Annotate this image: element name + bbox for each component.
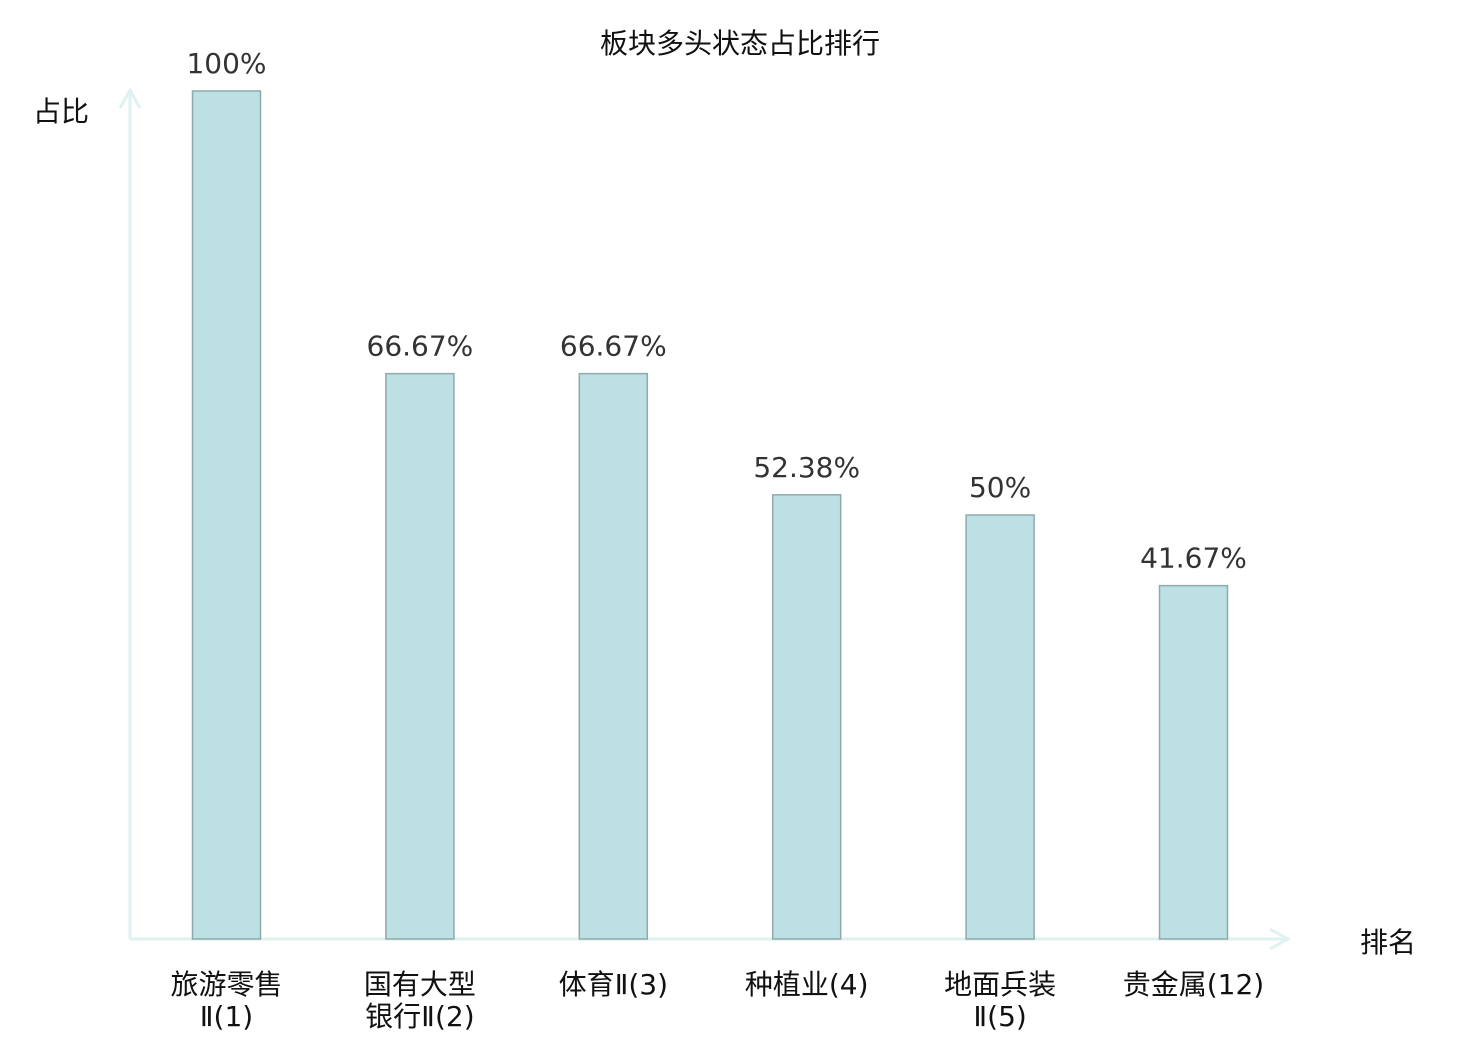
x-axis-label: 排名 — [1360, 926, 1416, 959]
x-axis-arrow-icon — [1269, 927, 1292, 951]
value-label: 66.67% — [367, 330, 474, 363]
category-label: 地面兵装 — [944, 968, 1056, 1001]
y-axis-label: 占比 — [33, 95, 89, 128]
category-label: 旅游零售 — [170, 968, 282, 1001]
category-label: Ⅱ(5) — [973, 1000, 1026, 1033]
bar — [771, 494, 842, 940]
value-label: 50% — [969, 471, 1031, 504]
category-label: 银行Ⅱ(2) — [365, 1000, 474, 1033]
bar — [965, 514, 1035, 940]
bar — [191, 90, 262, 940]
bar — [578, 372, 649, 940]
y-axis-arrow-icon — [118, 86, 142, 109]
value-label: 66.67% — [560, 330, 667, 363]
chart-title: 板块多头状态占比排行 — [600, 27, 880, 60]
category-label: 体育Ⅱ(3) — [559, 968, 668, 1001]
bar — [1158, 584, 1229, 940]
value-label: 100% — [186, 47, 266, 80]
bar — [385, 372, 455, 940]
category-label: 种植业(4) — [745, 968, 869, 1001]
category-label: 贵金属(12) — [1123, 968, 1264, 1001]
value-label: 52.38% — [753, 451, 860, 484]
category-label: 国有大型 — [364, 968, 476, 1001]
category-label: Ⅱ(1) — [200, 1000, 253, 1033]
value-label: 41.67% — [1140, 542, 1247, 575]
